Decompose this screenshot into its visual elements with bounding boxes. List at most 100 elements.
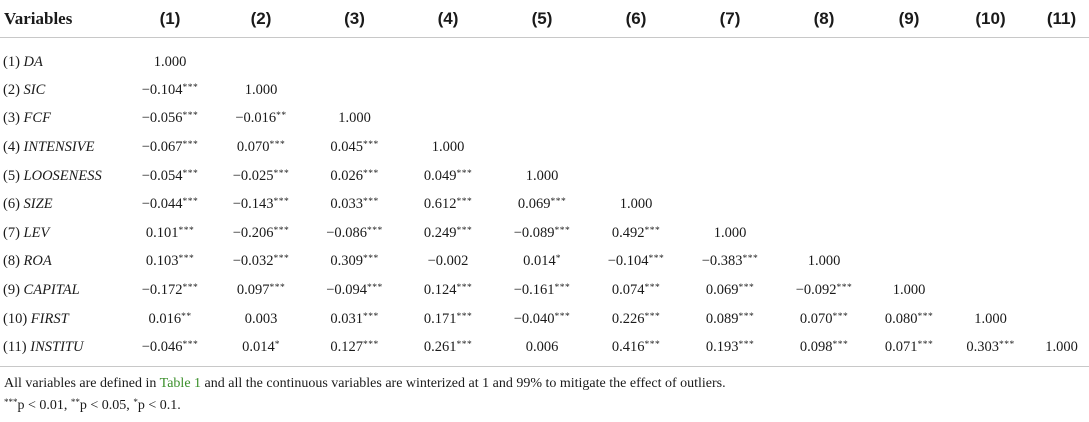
column-header: (1) — [126, 0, 214, 38]
table-row: (8) ROA 0.103*** −0.032*** 0.309*** −0.002 0.… — [0, 248, 1089, 277]
cell-value: −0.040 — [513, 310, 555, 327]
table-row: (5) LOOSENESS −0.054*** −0.025*** 0.026*** 0… — [0, 162, 1089, 191]
variable-name: INTENSIVE — [23, 138, 95, 155]
cell-value: 0.249 — [423, 224, 457, 241]
column-header: (9) — [871, 0, 947, 38]
table-row: (11) INSTITU −0.046*** 0.014* 0.127*** 0.261… — [0, 333, 1089, 367]
table-cell — [1034, 38, 1089, 77]
row-number: (2) — [3, 81, 20, 98]
significance-stars: *** — [182, 197, 199, 208]
significance-stars: *** — [738, 340, 755, 351]
significance-stars: *** — [644, 311, 661, 322]
variable-name: FCF — [23, 110, 51, 127]
significance-stars: *** — [182, 168, 199, 179]
header-row: Variables (1) (2) (3) (4) (5) (6) (7) (8) (9) (10)… — [0, 0, 1089, 38]
table-cell — [401, 38, 495, 77]
table-cell: −0.032*** — [214, 248, 308, 277]
row-label: (8) ROA — [0, 248, 126, 277]
table-cell: 1.000 — [308, 105, 401, 134]
cell-value: 1.000 — [338, 110, 371, 127]
table-cell — [589, 162, 683, 191]
table-cell — [495, 105, 589, 134]
significance-stars: *** — [362, 168, 379, 179]
table-cell — [1034, 162, 1089, 191]
sig-text: p < 0.05, — [79, 398, 134, 413]
cell-value: 1.000 — [713, 224, 747, 241]
table-cell — [1034, 305, 1089, 334]
table-cell — [871, 219, 947, 248]
table-cell: −0.383*** — [683, 248, 777, 277]
cell-value: 0.033 — [330, 196, 363, 213]
table-cell: 0.031*** — [308, 305, 401, 334]
table-cell — [871, 162, 947, 191]
significance-stars: *** — [182, 82, 199, 93]
table-cell: −0.104*** — [126, 76, 214, 105]
significance-stars: *** — [456, 311, 473, 322]
table-row: (4) INTENSIVE −0.067*** 0.070*** 0.045*** 1.… — [0, 133, 1089, 162]
cell-value: 0.069 — [705, 281, 739, 298]
cell-value: −0.089 — [513, 224, 555, 241]
table-cell: 0.124*** — [401, 276, 495, 305]
cell-value: 0.006 — [525, 339, 559, 356]
significance-stars: *** — [917, 311, 934, 322]
table-cell — [1034, 276, 1089, 305]
row-number: (3) — [3, 110, 20, 127]
table-cell: 1.000 — [683, 219, 777, 248]
significance-stars: *** — [269, 139, 286, 150]
table-cell: 1.000 — [214, 76, 308, 105]
table-cell — [683, 76, 777, 105]
table-cell: 0.303*** — [947, 333, 1034, 367]
table-cell: −0.161*** — [495, 276, 589, 305]
table-cell — [401, 105, 495, 134]
table-cell — [589, 133, 683, 162]
table-cell — [777, 190, 871, 219]
row-number: (11) — [3, 339, 27, 356]
table-cell: −0.094*** — [308, 276, 401, 305]
row-number: (4) — [3, 138, 20, 155]
cell-value: 0.124 — [423, 281, 457, 298]
sig-text: p < 0.01, — [17, 398, 71, 413]
row-label: (9) CAPITAL — [0, 276, 126, 305]
significance-stars: *** — [738, 311, 755, 322]
table-cell — [589, 76, 683, 105]
cell-value: 0.014 — [523, 253, 556, 270]
significance-stars: *** — [182, 111, 199, 122]
table-cell: 0.016** — [126, 305, 214, 334]
significance-stars: *** — [554, 311, 571, 322]
variable-name: SIC — [23, 81, 46, 98]
table-cell — [777, 162, 871, 191]
row-number: (5) — [3, 167, 20, 184]
table-1-link[interactable]: Table 1 — [159, 376, 202, 391]
table-cell — [947, 162, 1034, 191]
cell-value: −0.067 — [141, 138, 183, 155]
sig-marker: * — [133, 397, 138, 407]
significance-stars: *** — [273, 254, 290, 265]
cell-value: −0.206 — [232, 224, 274, 241]
table-cell: 1.000 — [126, 38, 214, 77]
significance-stars: *** — [456, 197, 473, 208]
column-header: (11) — [1034, 0, 1089, 38]
table-cell: 0.026*** — [308, 162, 401, 191]
significance-stars: *** — [836, 282, 853, 293]
table-notes: All variables are defined in Table 1 and… — [4, 375, 726, 415]
table-cell — [777, 105, 871, 134]
table-body: (1) DA 1.000 (2) SIC −0.104*** 1.000 (3) FCF −… — [0, 38, 1089, 367]
cell-value: 0.193 — [705, 339, 739, 356]
table-cell: 0.127*** — [308, 333, 401, 367]
table-row: (7) LEV 0.101*** −0.206*** −0.086*** 0.249**… — [0, 219, 1089, 248]
significance-stars: *** — [273, 168, 290, 179]
cell-value: −0.086 — [326, 224, 368, 241]
cell-value: −0.172 — [141, 281, 183, 298]
table-cell: 1.000 — [495, 162, 589, 191]
significance-stars: *** — [742, 254, 759, 265]
cell-value: 0.261 — [423, 339, 457, 356]
row-label: (1) DA — [0, 38, 126, 77]
row-number: (10) — [3, 310, 28, 327]
cell-value: 1.000 — [525, 167, 559, 184]
table-cell: 0.103*** — [126, 248, 214, 277]
column-header: (6) — [589, 0, 683, 38]
table-cell: −0.002 — [401, 248, 495, 277]
table-row: (9) CAPITAL −0.172*** 0.097*** −0.094*** 0.1… — [0, 276, 1089, 305]
significance-stars: *** — [362, 254, 379, 265]
cell-value: −0.056 — [141, 110, 183, 127]
